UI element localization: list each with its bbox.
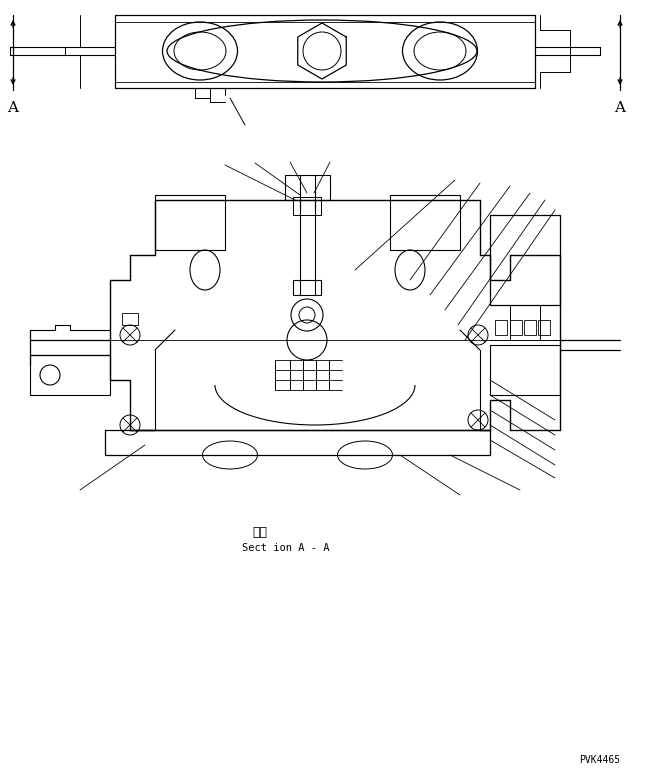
Bar [490, 215, 560, 305]
Bar [293, 280, 321, 295]
Bar [155, 195, 225, 250]
Bar [285, 175, 330, 200]
Bar [122, 313, 138, 325]
Text: A: A [615, 101, 626, 115]
Text: Sect ion A - A: Sect ion A - A [242, 543, 329, 553]
Bar [293, 197, 321, 215]
Bar [490, 345, 560, 395]
Text: A: A [8, 101, 19, 115]
Bar [524, 320, 536, 335]
Bar [538, 320, 550, 335]
Text: PVK4465: PVK4465 [579, 755, 620, 765]
Bar [495, 320, 507, 335]
Bar [510, 320, 522, 335]
Text: 断面: 断面 [252, 527, 267, 540]
Bar [30, 355, 110, 395]
Bar [390, 195, 460, 250]
